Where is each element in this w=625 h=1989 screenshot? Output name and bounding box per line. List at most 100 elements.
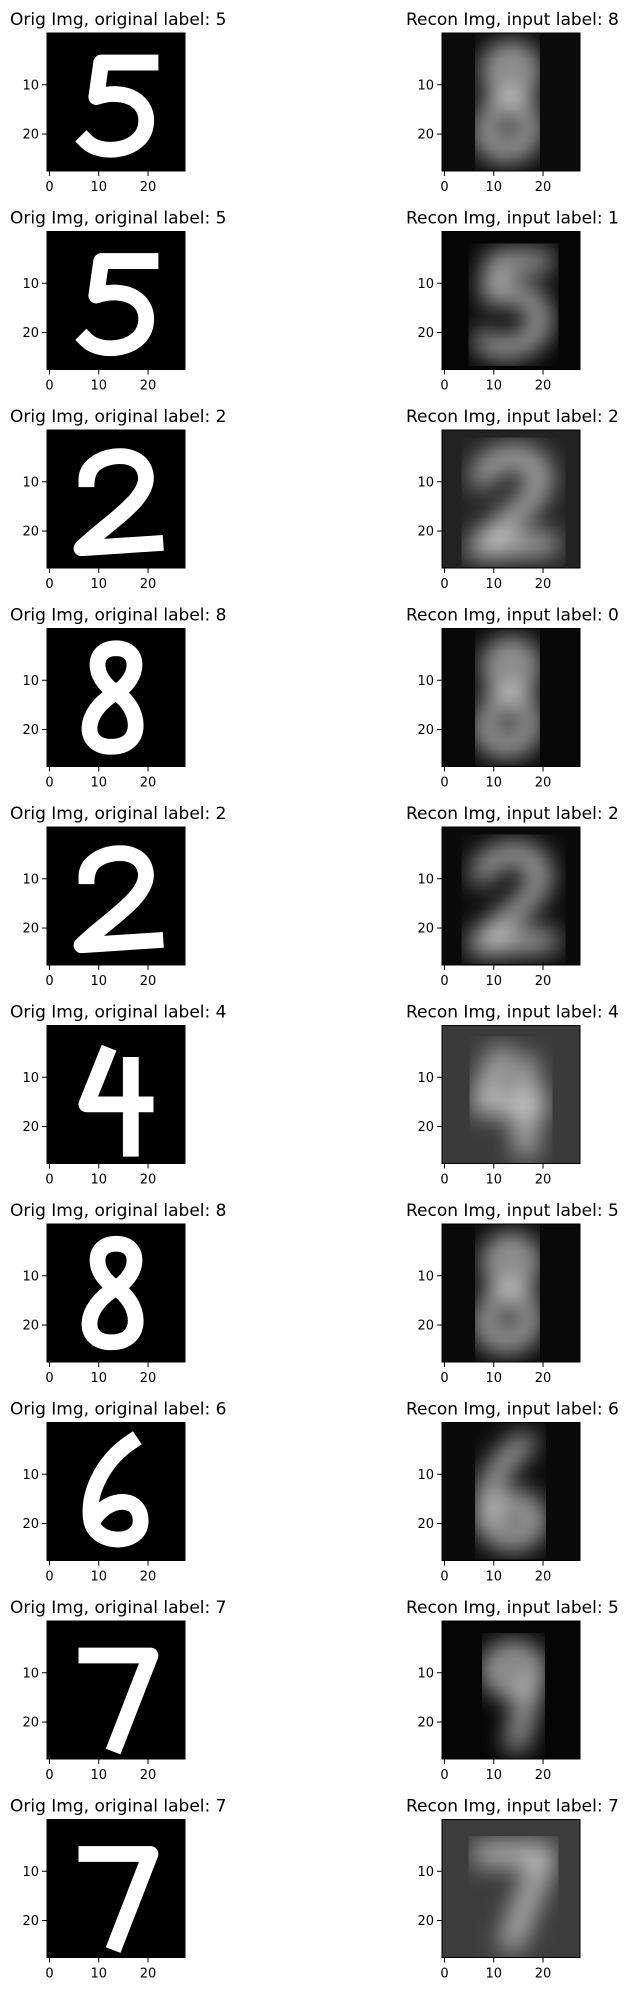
recon-panel-5: Recon Img, input label: 4 0 10 20 10 20 <box>406 1003 619 1188</box>
orig-title: Orig Img, original label: 2 <box>10 407 226 427</box>
x-tick-label: 0 <box>440 776 448 791</box>
recon-axes-frame <box>441 1620 581 1760</box>
orig-digit-glyph <box>73 845 164 954</box>
recon-title: Recon Img, input label: 5 <box>406 1201 619 1221</box>
x-tick-label: 10 <box>485 379 502 394</box>
x-tick-label: 0 <box>45 577 53 592</box>
x-tick-label: 10 <box>90 1173 107 1188</box>
y-tick-label: 20 <box>417 1914 434 1929</box>
orig-title: Orig Img, original label: 2 <box>10 804 226 824</box>
y-tick-label: 10 <box>22 872 39 887</box>
orig-axes-frame <box>46 1819 186 1958</box>
recon-panel-6: Recon Img, input label: 5 0 10 20 10 20 <box>406 1201 619 1386</box>
x-tick-label: 10 <box>485 1768 502 1783</box>
y-tick-label: 20 <box>417 326 434 341</box>
orig-digit-glyph <box>75 54 159 158</box>
y-tick-label: 10 <box>22 1666 39 1681</box>
y-tick-label: 20 <box>417 1517 434 1532</box>
recon-title: Recon Img, input label: 7 <box>406 1797 619 1817</box>
orig-title: Orig Img, original label: 4 <box>10 1003 226 1023</box>
x-tick-label: 10 <box>485 1371 502 1386</box>
x-tick-label: 0 <box>45 776 53 791</box>
orig-title: Orig Img, original label: 7 <box>10 1598 226 1618</box>
y-tick-label: 10 <box>417 872 434 887</box>
x-tick-label: 20 <box>140 379 157 394</box>
x-tick-label: 0 <box>45 1570 53 1585</box>
x-tick-label: 10 <box>485 1173 502 1188</box>
x-tick-label: 0 <box>45 1768 53 1783</box>
y-tick-label: 10 <box>417 1269 434 1284</box>
recon-panel-0: Recon Img, input label: 8 0 10 20 10 20 <box>406 10 619 195</box>
x-tick-label: 20 <box>535 1768 552 1783</box>
orig-axes-frame <box>46 1620 186 1760</box>
orig-axes-frame <box>46 1422 186 1561</box>
y-tick-label: 20 <box>22 723 39 738</box>
recon-axes-frame <box>441 1223 581 1363</box>
x-tick-label: 20 <box>535 974 552 989</box>
recon-image <box>442 1025 580 1164</box>
x-tick-label: 10 <box>90 577 107 592</box>
y-tick-label: 10 <box>417 1071 434 1086</box>
orig-title: Orig Img, original label: 8 <box>10 606 226 626</box>
x-tick-label: 20 <box>140 180 157 195</box>
y-tick-label: 20 <box>22 128 39 143</box>
x-tick-label: 20 <box>140 776 157 791</box>
orig-panel-8: Orig Img, original label: 7 0 10 20 10 20 <box>10 1598 226 1783</box>
orig-title: Orig Img, original label: 6 <box>10 1400 226 1420</box>
recon-digit-glyph <box>482 1642 545 1754</box>
recon-axes-frame <box>441 1819 581 1958</box>
y-tick-label: 20 <box>22 1914 39 1929</box>
recon-axes-frame <box>441 1422 581 1561</box>
recon-title: Recon Img, input label: 8 <box>406 10 619 30</box>
y-tick-label: 10 <box>417 1865 434 1880</box>
orig-digit-glyph <box>82 1431 149 1548</box>
orig-panel-0: Orig Img, original label: 5 0 10 20 10 20 <box>10 10 226 195</box>
recon-axes-frame <box>441 231 581 370</box>
x-tick-label: 10 <box>90 1371 107 1386</box>
x-tick-label: 0 <box>440 1371 448 1386</box>
y-tick-label: 20 <box>417 1319 434 1334</box>
orig-axes-frame <box>46 1025 186 1164</box>
y-tick-label: 20 <box>417 128 434 143</box>
x-tick-label: 10 <box>485 180 502 195</box>
x-tick-label: 10 <box>485 1967 502 1982</box>
x-tick-label: 0 <box>45 974 53 989</box>
x-tick-label: 10 <box>90 1570 107 1585</box>
x-tick-label: 0 <box>45 379 53 394</box>
x-tick-label: 20 <box>140 1570 157 1585</box>
recon-title: Recon Img, input label: 6 <box>406 1400 619 1420</box>
y-tick-label: 20 <box>22 1716 39 1731</box>
y-tick-label: 10 <box>417 674 434 689</box>
y-tick-label: 10 <box>417 1468 434 1483</box>
x-tick-label: 20 <box>535 776 552 791</box>
orig-panel-3: Orig Img, original label: 8 0 10 20 10 20 <box>10 606 226 791</box>
orig-digit-glyph <box>75 253 159 357</box>
orig-title: Orig Img, original label: 8 <box>10 1201 226 1221</box>
recon-panel-1: Recon Img, input label: 1 0 10 20 10 20 <box>406 209 619 394</box>
recon-digit-glyph <box>476 1433 545 1549</box>
x-tick-label: 20 <box>535 180 552 195</box>
x-tick-label: 20 <box>140 974 157 989</box>
x-tick-label: 20 <box>535 1173 552 1188</box>
y-tick-label: 20 <box>417 1120 434 1135</box>
orig-panel-1: Orig Img, original label: 5 0 10 20 10 20 <box>10 209 226 394</box>
x-tick-label: 0 <box>440 1173 448 1188</box>
recon-digit-glyph <box>472 252 555 358</box>
recon-digit-glyph <box>467 447 560 558</box>
orig-title: Orig Img, original label: 7 <box>10 1797 226 1817</box>
orig-panel-2: Orig Img, original label: 2 0 10 20 10 20 <box>10 407 226 592</box>
x-tick-label: 10 <box>90 180 107 195</box>
x-tick-label: 20 <box>140 1768 157 1783</box>
y-tick-label: 10 <box>417 475 434 490</box>
x-tick-label: 10 <box>485 974 502 989</box>
y-tick-label: 20 <box>417 525 434 540</box>
y-tick-label: 20 <box>22 1517 39 1532</box>
x-tick-label: 10 <box>485 1570 502 1585</box>
x-tick-label: 0 <box>440 1967 448 1982</box>
orig-panel-4: Orig Img, original label: 2 0 10 20 10 20 <box>10 804 226 989</box>
x-tick-label: 0 <box>45 1371 53 1386</box>
recon-panel-2: Recon Img, input label: 2 0 10 20 10 20 <box>406 407 619 592</box>
y-tick-label: 10 <box>22 1071 39 1086</box>
recon-title: Recon Img, input label: 2 <box>406 407 619 427</box>
